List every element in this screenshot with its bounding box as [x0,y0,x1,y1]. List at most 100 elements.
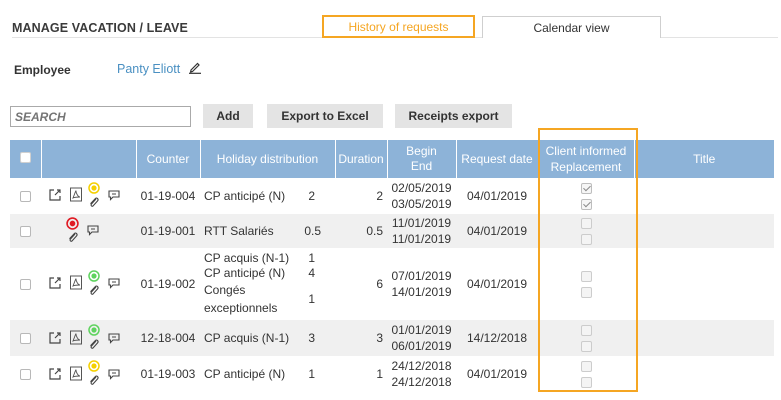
title-cell [634,356,774,392]
replacement-checkbox [580,341,592,353]
replacement-checkbox [580,234,592,246]
export-excel-button[interactable]: Export to Excel [267,104,383,128]
comment-icon[interactable] [107,332,121,345]
pdf-icon[interactable] [69,330,83,345]
distribution-label: CP acquis (N-1) [204,331,290,345]
client-informed-checkbox [580,183,592,195]
counter-cell: 01-19-004 [140,189,196,203]
paperclip-icon[interactable] [67,231,79,245]
status-approved-icon [88,324,100,336]
open-external-icon[interactable] [48,276,62,290]
begin-date: 02/05/2019 [391,181,452,195]
client-informed-checkbox [580,271,592,283]
row-checkbox[interactable] [20,191,31,203]
holiday-distribution-header: Holiday distribution [200,140,336,178]
search-input[interactable] [10,106,191,127]
open-external-icon[interactable] [48,331,62,345]
employee-name[interactable]: Panty Eliott [117,62,181,76]
begin-end-header: Begin End [387,140,457,178]
receipts-export-button[interactable]: Receipts export [395,104,512,128]
replacement-checkbox [580,287,592,299]
status-approved-icon [88,270,100,282]
client-replacement-cell [538,248,634,320]
counter-cell: 01-19-002 [140,277,196,291]
distribution-cell: RTT Salariés 0.5 [200,214,335,248]
distribution-value: 1 [308,251,315,265]
paperclip-icon[interactable] [88,284,100,298]
comment-icon[interactable] [107,189,121,202]
dates-cell: 02/05/2019 03/05/2019 [387,178,456,214]
request-date-cell: 04/01/2019 [466,189,528,203]
end-date: 11/01/2019 [391,232,452,246]
distribution-value: 2 [308,189,315,203]
table-header-row: Counter Holiday distribution Duration Be… [10,140,774,178]
comment-icon[interactable] [107,277,121,290]
row-select-cell [10,178,41,214]
row-checkbox[interactable] [20,279,31,291]
table-row[interactable]: 01-19-002 CP acquis (N-1) 1 CP anticipé … [10,248,774,320]
distribution-label: Congés exceptionnels [204,283,278,315]
title-cell [634,214,774,248]
replacement-header-label: Replacement [550,160,622,174]
counter-cell: 01-19-001 [136,214,200,248]
tab-history[interactable]: History of requests [322,15,475,38]
row-actions-cell [41,248,136,320]
status-refused-icon [66,217,79,230]
counter-cell: 01-19-003 [140,367,196,381]
client-informed-checkbox [580,361,592,373]
row-actions-cell [41,320,136,356]
dates-cell: 24/12/2018 24/12/2018 [387,356,456,392]
distribution-label: CP anticipé (N) [204,367,286,381]
replacement-checkbox [580,199,592,211]
distribution-cell: CP anticipé (N) 1 [200,356,335,392]
duration-header: Duration [335,140,388,178]
paperclip-icon[interactable] [88,374,100,388]
client-replacement-header: Client informed Replacement [538,140,635,178]
employee-label: Employee [14,63,71,77]
row-select-cell [10,214,41,248]
add-button[interactable]: Add [203,104,253,128]
distribution-label: CP anticipé (N) [204,189,286,203]
row-actions-cell [41,178,136,214]
status-pending-icon [88,182,100,194]
row-checkbox[interactable] [20,226,31,238]
duration-cell: 3 [335,320,387,356]
counter-header: Counter [136,140,201,178]
end-date: 14/01/2019 [391,285,452,299]
distribution-cell: CP anticipé (N) 2 [200,178,335,214]
select-all-checkbox[interactable] [19,152,31,163]
client-replacement-cell [538,178,634,214]
edit-pencil-icon[interactable] [188,60,202,74]
paperclip-icon[interactable] [88,338,100,352]
begin-date: 11/01/2019 [391,216,452,230]
distribution-value: 1 [308,291,315,306]
row-checkbox[interactable] [20,369,31,381]
open-external-icon[interactable] [48,188,62,202]
select-all-header [10,140,42,178]
pdf-icon[interactable] [69,275,83,290]
row-actions-cell [41,214,136,248]
begin-date: 07/01/2019 [391,269,452,283]
distribution-value: 0.5 [304,224,321,238]
requests-table: Counter Holiday distribution Duration Be… [10,140,774,392]
tab-calendar[interactable]: Calendar view [482,16,661,38]
comment-icon[interactable] [86,224,100,237]
row-select-cell [10,248,41,320]
pdf-icon[interactable] [69,187,83,202]
end-date: 24/12/2018 [391,375,452,389]
table-row[interactable]: 12-18-004 CP acquis (N-1) 3 3 01/01/2019… [10,320,774,356]
client-informed-header-label: Client informed [545,144,627,158]
table-row[interactable]: 01-19-003 CP anticipé (N) 1 1 24/12/2018… [10,356,774,392]
duration-cell: 0.5 [335,214,387,248]
end-date: 06/01/2019 [391,339,452,353]
request-date-cell: 14/12/2018 [456,320,538,356]
paperclip-icon[interactable] [88,196,100,210]
table-row[interactable]: 01-19-001 RTT Salariés 0.5 0.5 11/01/201… [10,214,774,248]
open-external-icon[interactable] [48,367,62,381]
row-checkbox[interactable] [20,333,31,345]
pdf-icon[interactable] [69,366,83,381]
table-row[interactable]: 01-19-004 CP anticipé (N) 2 2 02/05/2019… [10,178,774,214]
dates-cell: 11/01/2019 11/01/2019 [387,214,456,248]
comment-icon[interactable] [107,368,121,381]
duration-cell: 2 [376,189,383,203]
